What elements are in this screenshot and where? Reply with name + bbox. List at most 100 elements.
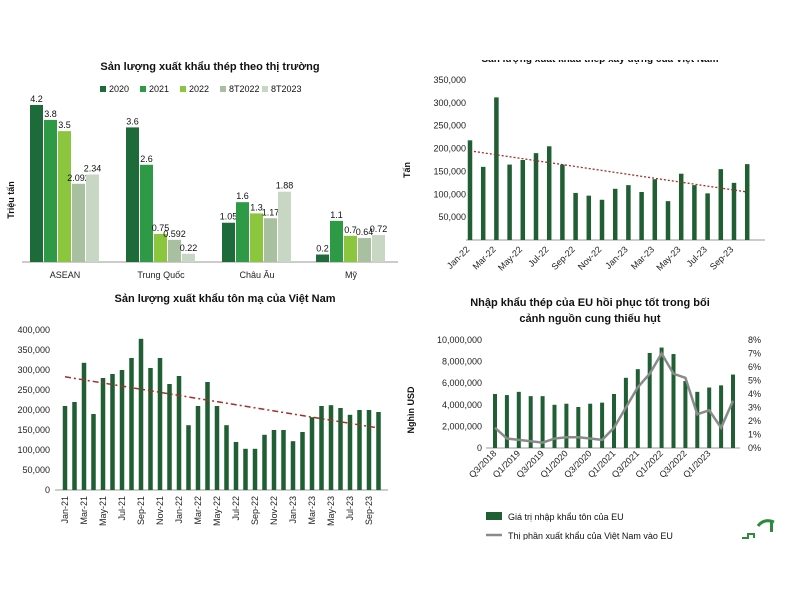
bar	[639, 192, 644, 240]
x-tick-label: Jan-23	[603, 244, 630, 271]
bar	[576, 406, 581, 448]
y-tick-label: 400,000	[17, 325, 50, 335]
bar	[564, 403, 569, 448]
y-axis-title: Nghìn USD	[406, 386, 416, 433]
bar	[186, 425, 191, 490]
x-tick-label: Mar-22	[471, 244, 498, 271]
y2-tick-label: 0%	[748, 443, 761, 453]
bar	[372, 235, 385, 262]
chart-panel-area: Sản lượng xuất khẩu thép theo thị trường…	[0, 60, 772, 540]
bar	[300, 432, 305, 490]
bar	[110, 374, 115, 490]
bar	[309, 417, 315, 490]
bar	[290, 441, 296, 490]
x-tick-label: Nov-21	[155, 496, 165, 525]
data-label: 0.64	[356, 227, 374, 237]
bar	[344, 235, 357, 262]
bar	[467, 140, 473, 240]
bar	[358, 238, 371, 262]
bar	[612, 188, 618, 240]
data-label: 0.7	[344, 225, 357, 235]
y-tick-label: 350,000	[17, 345, 50, 355]
bar	[504, 395, 509, 448]
y-axis-title: Triệu tấn	[6, 181, 16, 219]
chart-eu-steel-import: Nhập khẩu thép của EU hồi phục tốt trong…	[406, 297, 761, 540]
bar	[278, 191, 291, 262]
x-tick-label: May-23	[654, 244, 682, 272]
data-label: 1.88	[276, 181, 294, 191]
bar	[573, 192, 578, 240]
y-tick-label: 200,000	[17, 405, 50, 415]
bar	[328, 405, 334, 490]
x-tick-label: May-23	[326, 496, 336, 526]
bar	[671, 354, 676, 448]
bar	[236, 202, 249, 262]
data-label: 1.6	[236, 191, 249, 201]
x-tick-label: Sep-23	[364, 496, 374, 525]
legend-label: 2020	[109, 84, 129, 94]
chart-title: Nhập khẩu thép của EU hồi phục tốt trong…	[470, 297, 710, 309]
bar	[233, 442, 239, 490]
x-tick-label: May-22	[496, 244, 524, 272]
bar	[157, 358, 163, 490]
x-tick-label: Jan-22	[174, 496, 184, 524]
x-tick-label: Sep-22	[250, 496, 260, 525]
x-tick-label: Mar-23	[629, 244, 656, 271]
y-tick-label: 100,000	[433, 189, 466, 199]
chart-construction-steel-export: Sản lượng xuất khẩu thép xây dựng của Vi…	[402, 60, 765, 273]
y2-tick-label: 4%	[748, 389, 761, 399]
bar	[357, 410, 362, 490]
x-tick-label: Sep-23	[708, 244, 736, 272]
x-tick-label: Jan-23	[288, 496, 298, 524]
data-label: 3.6	[126, 116, 139, 126]
bar	[599, 199, 605, 240]
bar	[376, 412, 381, 490]
legend-swatch	[262, 86, 268, 92]
data-label: 2.34	[84, 164, 102, 174]
bar	[72, 402, 77, 490]
x-tick-label: Jul-23	[345, 496, 355, 521]
bar	[195, 406, 201, 490]
data-label: 3.8	[44, 109, 57, 119]
bar	[154, 233, 167, 262]
bar	[520, 160, 526, 240]
y-tick-label: 50,000	[438, 212, 466, 222]
y-tick-label: 150,000	[433, 166, 466, 176]
data-label: 0.22	[180, 243, 198, 253]
x-tick-label: Mar-23	[307, 496, 317, 525]
x-tick-label: ASEAN	[50, 270, 81, 280]
chart-export-by-market: Sản lượng xuất khẩu thép theo thị trường…	[6, 61, 398, 280]
bar	[30, 104, 43, 263]
legend-label: 2021	[149, 84, 169, 94]
x-tick-label: Sep-22	[549, 244, 577, 272]
data-label: 4.2	[30, 94, 43, 104]
y2-tick-label: 7%	[748, 349, 761, 359]
y-tick-label: 50,000	[22, 465, 50, 475]
y-axis-title: Tấn	[402, 162, 412, 178]
bar	[626, 185, 631, 240]
data-label: 2.6	[140, 154, 153, 164]
y-tick-label: 0	[45, 485, 50, 495]
y-tick-label: 200,000	[433, 144, 466, 154]
x-tick-label: May-22	[212, 496, 222, 526]
bar	[647, 352, 652, 448]
bar	[652, 179, 658, 240]
bar	[224, 425, 229, 490]
bar	[126, 127, 139, 263]
bar	[214, 406, 220, 490]
bar	[493, 394, 497, 448]
bar	[148, 368, 153, 490]
bar	[168, 239, 181, 262]
bar	[612, 394, 616, 448]
bar	[58, 131, 71, 262]
trendline	[64, 376, 379, 429]
y2-tick-label: 5%	[748, 376, 761, 386]
bar	[86, 174, 99, 262]
legend-label: 8T2023	[271, 84, 302, 94]
bar	[678, 173, 684, 240]
y-tick-label: 150,000	[17, 425, 50, 435]
bar	[683, 381, 688, 448]
bar	[600, 402, 605, 448]
x-tick-label: Mar-21	[79, 496, 89, 525]
x-tick-label: May-21	[98, 496, 108, 526]
